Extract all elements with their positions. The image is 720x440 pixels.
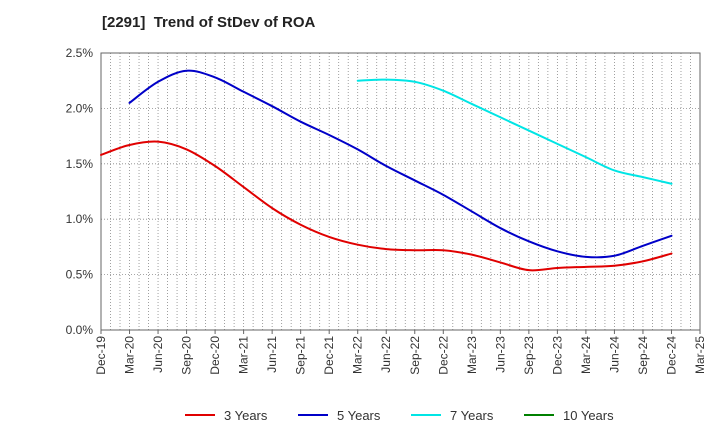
y-tick-label: 1.5% (66, 157, 94, 171)
plot-frame (100, 52, 701, 331)
legend-label: 10 Years (563, 408, 614, 423)
x-tick-label: Dec-22 (436, 336, 450, 375)
x-tick-label: Dec-24 (664, 336, 678, 375)
legend-label: 7 Years (450, 408, 494, 423)
x-tick-label: Jun-21 (265, 336, 279, 373)
legend-label: 5 Years (337, 408, 381, 423)
y-tick-label: 0.0% (66, 323, 94, 337)
x-tick-label: Jun-22 (379, 336, 393, 373)
legend-label: 3 Years (224, 408, 268, 423)
series-line-3-years (100, 140, 673, 272)
x-tick-label: Mar-24 (579, 336, 593, 374)
x-tick-label: Sep-24 (636, 336, 650, 375)
grid-layer (100, 52, 701, 331)
y-tick-label: 2.0% (66, 101, 94, 115)
x-tick-label: Sep-20 (180, 336, 194, 375)
series-layer (100, 69, 673, 272)
x-tick-label: Mar-25 (693, 336, 707, 374)
x-tick-label: Mar-23 (465, 336, 479, 374)
x-tick-label: Jun-24 (607, 336, 621, 373)
x-tick-label: Sep-23 (522, 336, 536, 375)
series-line-7-years (356, 78, 673, 185)
x-tick-label: Jun-23 (493, 336, 507, 373)
x-tick-label: Mar-21 (237, 336, 251, 374)
x-tick-label: Mar-20 (123, 336, 137, 374)
series-line-5-years (128, 69, 673, 259)
x-tick-label: Jun-20 (151, 336, 165, 373)
chart-title: [2291] Trend of StDev of ROA (102, 14, 316, 31)
x-tick-label: Sep-21 (294, 336, 308, 375)
x-tick-label: Dec-23 (550, 336, 564, 375)
x-tick-label: Dec-20 (208, 336, 222, 375)
y-tick-label: 2.5% (66, 46, 94, 60)
x-tick-label: Sep-22 (408, 336, 422, 375)
axes-layer: 0.0% 0.5% 1.0% 1.5% 2.0% 2.5% Dec-19 Mar-20 Jun-… (66, 46, 707, 375)
x-tick-label: Mar-22 (351, 336, 365, 374)
legend-layer: 3 Years 5 Years 7 Years 10 Years (185, 408, 614, 423)
x-tick-label: Dec-21 (322, 336, 336, 375)
x-tick-label: Dec-19 (94, 336, 108, 375)
y-tick-label: 0.5% (66, 268, 94, 282)
y-tick-label: 1.0% (66, 212, 94, 226)
